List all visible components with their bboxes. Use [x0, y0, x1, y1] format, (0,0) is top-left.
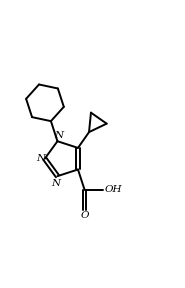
Text: O: O [80, 211, 89, 220]
Text: N: N [51, 179, 60, 188]
Text: OH: OH [104, 185, 122, 194]
Text: N: N [54, 131, 63, 140]
Text: N: N [36, 154, 46, 163]
